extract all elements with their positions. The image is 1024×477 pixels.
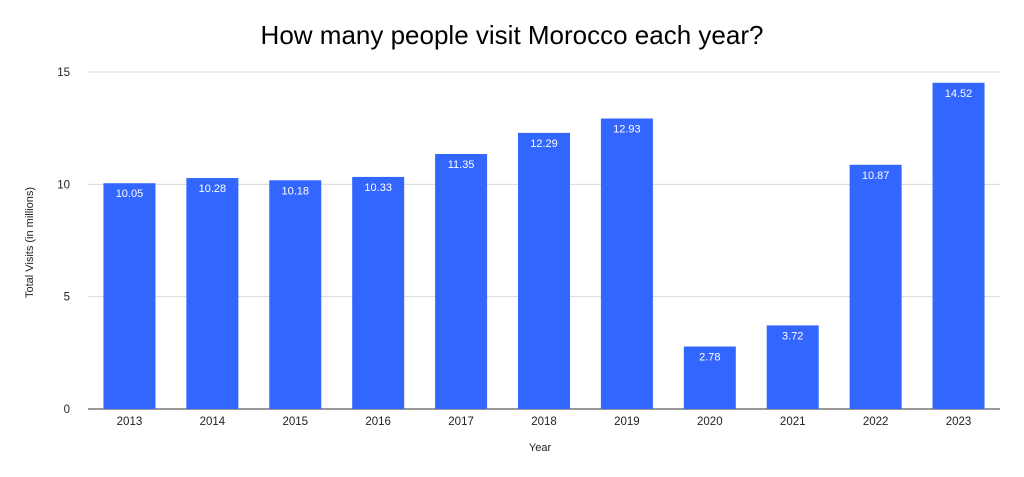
data-label: 10.87 (862, 170, 890, 182)
chart-title: How many people visit Morocco each year? (260, 20, 764, 50)
data-label: 10.28 (199, 183, 227, 195)
data-label: 10.33 (364, 182, 392, 194)
x-tick-label: 2018 (531, 416, 557, 428)
data-label: 11.35 (448, 159, 475, 171)
data-label: 12.93 (613, 124, 641, 136)
bar (352, 176, 405, 409)
y-tick-label: 10 (57, 179, 70, 191)
bar (103, 183, 156, 409)
x-tick-label: 2013 (117, 416, 143, 428)
y-tick-label: 0 (64, 404, 70, 416)
bars (103, 82, 985, 410)
data-label: 10.05 (116, 188, 144, 200)
x-tick-label: 2023 (946, 416, 972, 428)
x-tick-label: 2017 (448, 416, 474, 428)
data-label: 12.29 (530, 138, 558, 150)
x-tick-labels: 2013 2014 2015 2016 2017 2018 2019 2020 2021 2022… (117, 416, 972, 428)
bar (186, 178, 239, 409)
x-tick-label: 2015 (282, 416, 308, 428)
x-axis-title: Year (529, 442, 552, 454)
y-tick-label: 5 (64, 292, 70, 304)
data-labels: 10.05 10.28 10.18 10.33 11.35 12.29 12.93 2.78 3… (116, 88, 973, 364)
data-label: 3.72 (782, 330, 803, 342)
bar (932, 82, 985, 409)
bar (435, 154, 488, 409)
x-tick-label: 2016 (365, 416, 391, 428)
x-tick-label: 2020 (697, 416, 723, 428)
x-tick-label: 2022 (863, 416, 889, 428)
bar (269, 180, 322, 409)
data-label: 10.18 (282, 185, 310, 197)
y-tick-label: 15 (57, 67, 70, 79)
data-label: 2.78 (699, 352, 720, 364)
x-tick-label: 2019 (614, 416, 640, 428)
bar (518, 132, 570, 409)
bar (766, 325, 819, 409)
data-label: 14.52 (945, 88, 973, 100)
y-axis-title: Total Visits (in millions) (24, 187, 36, 298)
x-tick-label: 2021 (780, 416, 806, 428)
bar (849, 164, 902, 409)
y-tick-labels: 0 5 10 15 (57, 67, 70, 416)
bar (600, 118, 653, 410)
x-tick-label: 2014 (200, 416, 226, 428)
bar (683, 346, 736, 409)
